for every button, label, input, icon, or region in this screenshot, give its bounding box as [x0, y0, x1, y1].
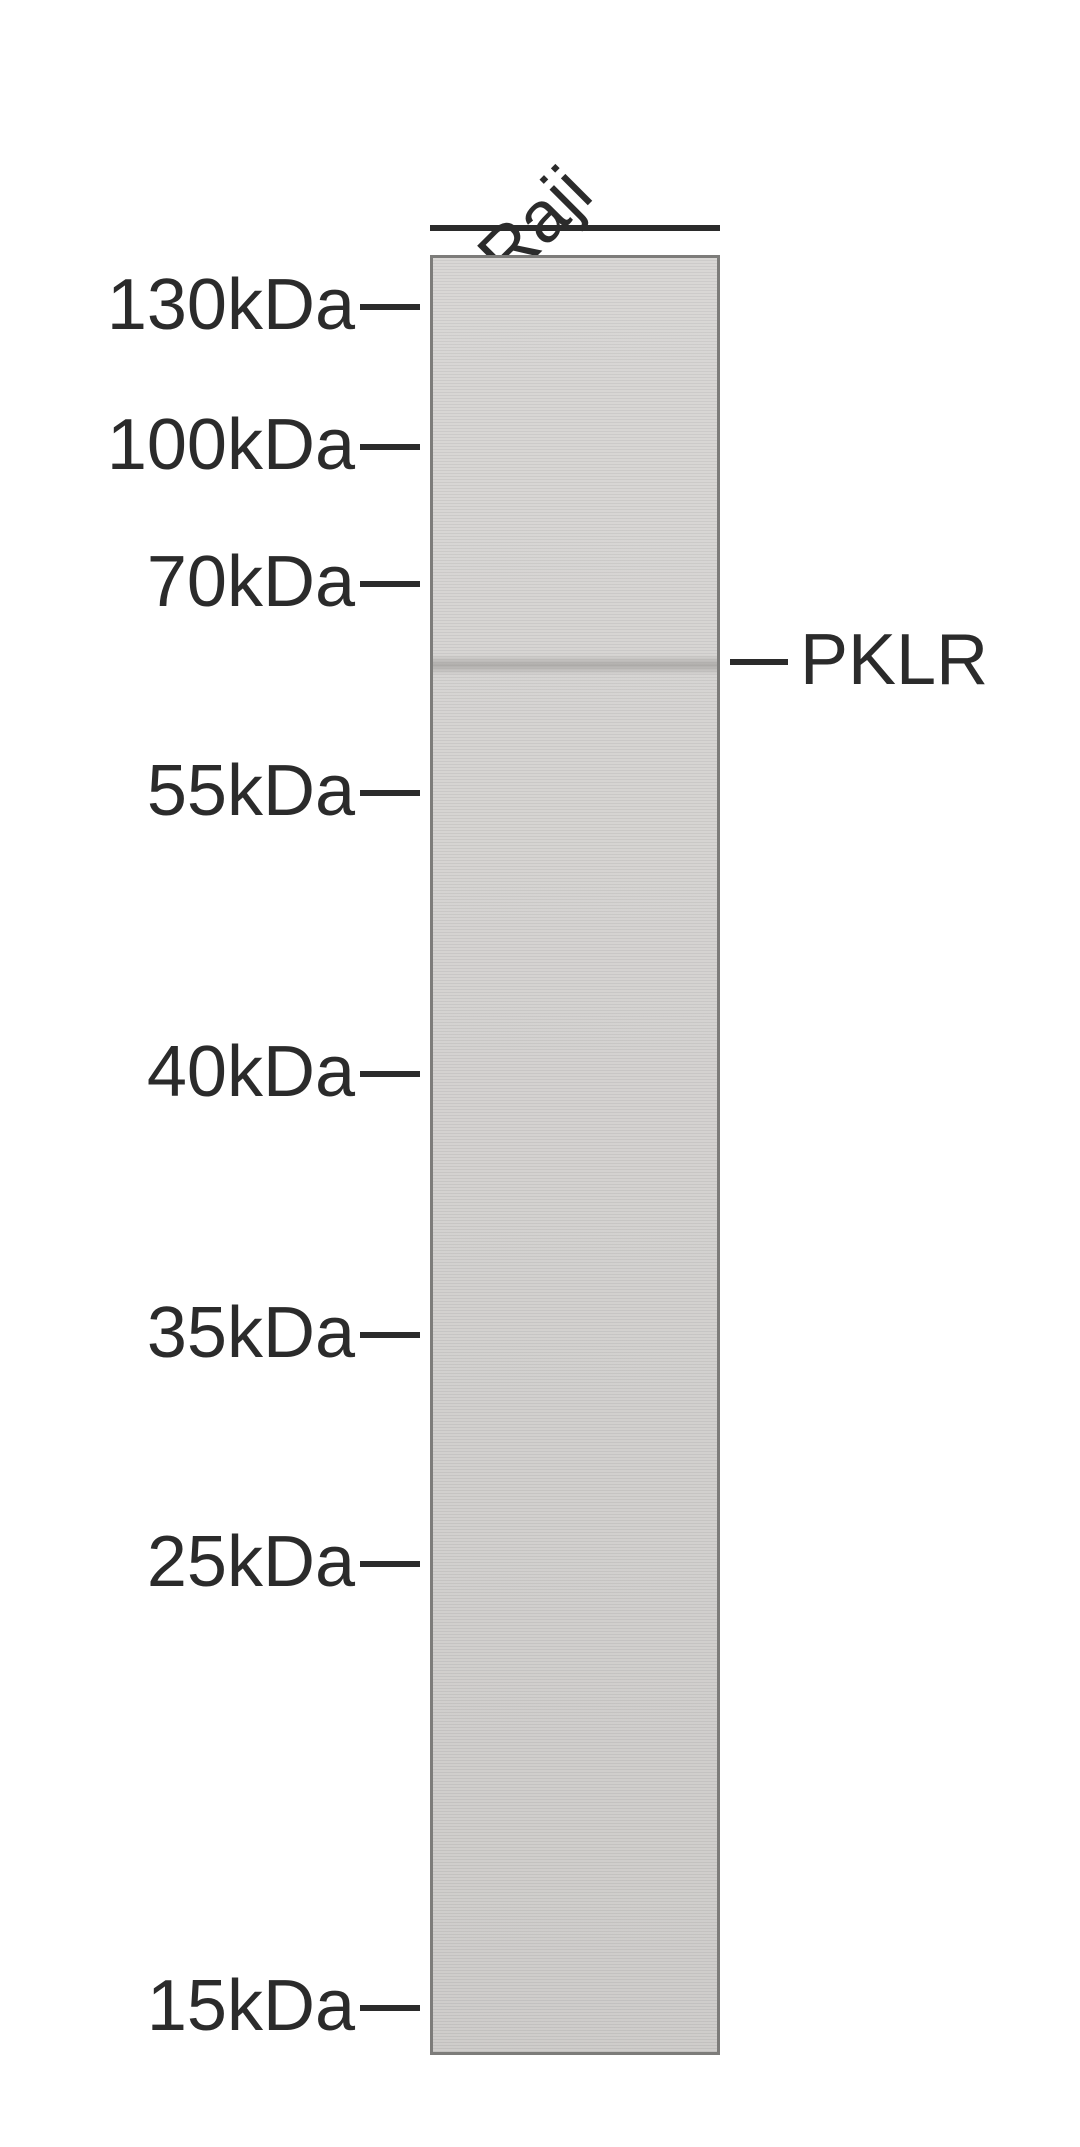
mw-tick-130kDa	[360, 304, 420, 310]
mw-tick-70kDa	[360, 581, 420, 587]
mw-label-130kDa: 130kDa	[107, 264, 355, 346]
mw-label-40kDa: 40kDa	[147, 1031, 355, 1113]
mw-tick-25kDa	[360, 1561, 420, 1567]
mw-label-70kDa: 70kDa	[147, 541, 355, 623]
protein-band-pklr	[433, 655, 717, 675]
mw-tick-15kDa	[360, 2005, 420, 2011]
target-label: PKLR	[800, 619, 988, 701]
gel-lane	[430, 255, 720, 2055]
sample-underline	[430, 225, 720, 231]
mw-tick-35kDa	[360, 1332, 420, 1338]
mw-tick-100kDa	[360, 444, 420, 450]
mw-tick-55kDa	[360, 790, 420, 796]
mw-label-25kDa: 25kDa	[147, 1521, 355, 1603]
mw-label-35kDa: 35kDa	[147, 1292, 355, 1374]
target-tick	[730, 659, 788, 665]
mw-label-15kDa: 15kDa	[147, 1965, 355, 2047]
mw-tick-40kDa	[360, 1071, 420, 1077]
mw-label-100kDa: 100kDa	[107, 404, 355, 486]
mw-label-55kDa: 55kDa	[147, 750, 355, 832]
western-blot-figure: { "figure": { "width_px": 1080, "height_…	[0, 0, 1080, 2147]
